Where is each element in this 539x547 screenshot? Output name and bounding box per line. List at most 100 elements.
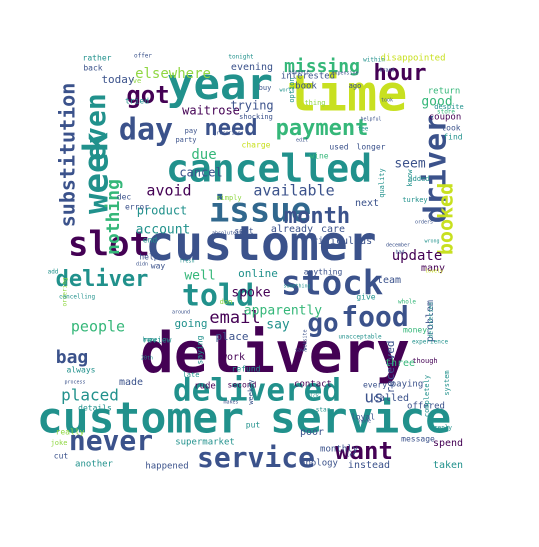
word-paying: paying — [391, 380, 424, 390]
word-received: received — [384, 341, 397, 394]
word-never: never — [69, 424, 153, 457]
word-added: added — [408, 175, 429, 183]
word-account: account — [136, 223, 191, 238]
word-seem: seem — [394, 157, 425, 172]
word-ve: ve — [133, 77, 141, 85]
word-process: process — [64, 380, 85, 386]
word-option: option — [288, 77, 296, 102]
word-work: work — [221, 352, 245, 363]
word-website: website — [303, 329, 309, 350]
word-going: going — [174, 317, 207, 330]
word-deliveries: deliveries — [428, 302, 435, 339]
word-something: something — [283, 284, 310, 290]
word-within: within — [363, 57, 385, 64]
word-know: know — [406, 169, 414, 187]
word-cancelling: cancelling — [59, 294, 96, 301]
word-happened: happened — [145, 462, 188, 472]
word-year: year — [167, 59, 273, 110]
word-slot: slot — [68, 225, 150, 265]
word-missing: missing — [284, 56, 360, 77]
word-waitrose: waitrose — [182, 104, 240, 118]
word-got: got — [126, 81, 169, 109]
word-told: told — [182, 279, 254, 314]
word-already: already — [271, 224, 313, 235]
word-service: service — [197, 441, 315, 474]
word-expensive: expensive — [331, 71, 358, 77]
word-customer-service: customer service — [37, 394, 451, 444]
word-shocking: shocking — [239, 113, 273, 121]
word-delivery: delivery — [140, 321, 410, 386]
word-turkey: turkey — [402, 196, 427, 204]
word-completely: completely — [423, 375, 431, 417]
word-monthly: monthly — [320, 445, 359, 455]
word-cancel: cancel — [179, 166, 222, 180]
word-charge: charge — [242, 141, 271, 150]
word-late: late — [183, 371, 200, 379]
word-pay: pay — [185, 127, 198, 135]
word-buy: buy — [259, 84, 272, 92]
word-find: find — [443, 133, 462, 142]
word-fee: fee — [358, 126, 369, 133]
word-system: system — [443, 370, 451, 395]
word-edit: edit — [296, 138, 308, 144]
word-disappointed: disappointed — [380, 54, 445, 64]
word-fresh: fresh — [179, 259, 194, 265]
word-joke: joke — [51, 439, 68, 447]
word-deliver: deliver — [56, 267, 149, 292]
word-didn: didn — [136, 262, 148, 268]
word-us: us — [364, 388, 383, 407]
word-star: star — [316, 407, 331, 414]
word-simply: simply — [216, 194, 241, 202]
word-instead: instead — [348, 460, 390, 471]
word-help: help — [139, 253, 158, 262]
word-care: care — [321, 224, 345, 235]
word-december: december — [386, 243, 410, 249]
word-well: well — [184, 269, 215, 284]
word-way: way — [151, 262, 166, 271]
word-ordering: ordering — [62, 277, 69, 306]
word-wrong: wrong — [424, 239, 439, 245]
word-though: though — [412, 357, 437, 365]
word-online: online — [238, 267, 278, 280]
word-groceries: groceries — [213, 131, 240, 137]
word-need: need — [205, 116, 258, 141]
word-month: month — [284, 204, 350, 229]
word-party: party — [175, 136, 196, 144]
word-email: email — [209, 308, 260, 328]
word-message: message — [401, 435, 435, 444]
word-available: available — [253, 182, 334, 200]
word-cancelled: cancelled — [166, 147, 372, 191]
word-people: people — [71, 318, 125, 336]
word-placed: placed — [61, 386, 119, 405]
word-sent: sent — [234, 227, 253, 236]
word-even: even — [79, 93, 112, 160]
word-food: food — [341, 300, 408, 333]
word-advance: advance — [288, 70, 309, 76]
word-20th: 20th — [141, 356, 153, 362]
word-ridiculous: ridiculous — [312, 236, 372, 247]
word-really: really — [56, 428, 85, 437]
word-go: go — [307, 309, 338, 339]
word-day: day — [119, 113, 173, 148]
word-customer: customer — [145, 216, 376, 272]
word-tonight: tonight — [228, 54, 254, 61]
word-despite: despite — [434, 103, 464, 111]
word-today: today — [101, 73, 134, 86]
word-brand: brand — [379, 68, 394, 74]
word-good: good — [421, 95, 452, 110]
word-cut: cut — [54, 452, 69, 461]
word-offer: offer — [134, 53, 152, 60]
word-absolutely: absolutely — [212, 231, 242, 237]
word-next: next — [355, 198, 379, 209]
word-week: week — [77, 132, 117, 214]
word-team: team — [377, 275, 401, 286]
word-second: second — [228, 381, 257, 390]
word-evening: evening — [231, 62, 273, 73]
word-apparently: apparently — [244, 304, 322, 319]
word-always: always — [67, 366, 96, 375]
word-poor: poor — [300, 427, 324, 438]
word-makes: makes — [223, 400, 238, 406]
word-booked: booked — [434, 183, 458, 255]
word-orders: orders — [415, 220, 433, 226]
word-experience: experience — [412, 339, 449, 346]
